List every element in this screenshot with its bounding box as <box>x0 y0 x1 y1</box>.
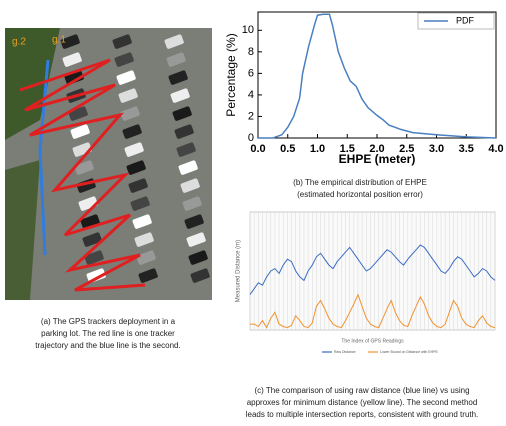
y-tick-label: 2 <box>248 110 254 122</box>
caption: (estimated horizontal position error) <box>297 190 423 199</box>
y-axis-label: Percentage (%) <box>224 33 238 116</box>
plot-frame <box>250 212 495 330</box>
x-tick-label: 3.0 <box>429 143 444 155</box>
caption: trajectory and the blue line is the seco… <box>35 341 180 350</box>
plot-frame <box>258 12 496 138</box>
aerial-photo <box>5 28 212 300</box>
caption: (c) The comparison of using raw distance… <box>254 386 469 395</box>
x-axis-label: The Index of GPS Readings <box>341 338 404 344</box>
caption: parking lot. The red line is one tracker <box>41 329 175 338</box>
figure: g.2 g.1 (a) The GPS trackers deployment … <box>0 0 506 426</box>
legend-label: Lower Bound on Distance with EHPE <box>380 350 438 354</box>
y-tick-label: 10 <box>242 24 254 36</box>
y-tick-label: 4 <box>248 89 254 101</box>
x-tick-label: 3.5 <box>459 143 474 155</box>
y-tick-label: 6 <box>248 67 254 79</box>
x-tick-label: 4.0 <box>488 143 503 155</box>
legend-label: Raw Distance <box>334 350 356 354</box>
caption: leads to multiple intersection reports, … <box>246 410 479 419</box>
series-line <box>258 14 496 138</box>
caption: approxes for minimum distance (yellow li… <box>247 398 478 407</box>
x-tick-label: 0.5 <box>280 143 295 155</box>
photo-label: g.2 <box>12 37 26 48</box>
caption: (a) The GPS trackers deployment in a <box>41 317 176 326</box>
photo-label: g.1 <box>52 35 66 46</box>
x-tick-label: 0.0 <box>250 143 265 155</box>
y-axis-label: Measured Distance (m) <box>236 240 242 302</box>
x-tick-label: 1.0 <box>310 143 325 155</box>
legend-label: PDF <box>456 15 475 25</box>
caption: (b) The empirical distribution of EHPE <box>293 178 427 187</box>
y-tick-label: 8 <box>248 46 254 58</box>
x-axis-label: EHPE (meter) <box>339 152 416 166</box>
